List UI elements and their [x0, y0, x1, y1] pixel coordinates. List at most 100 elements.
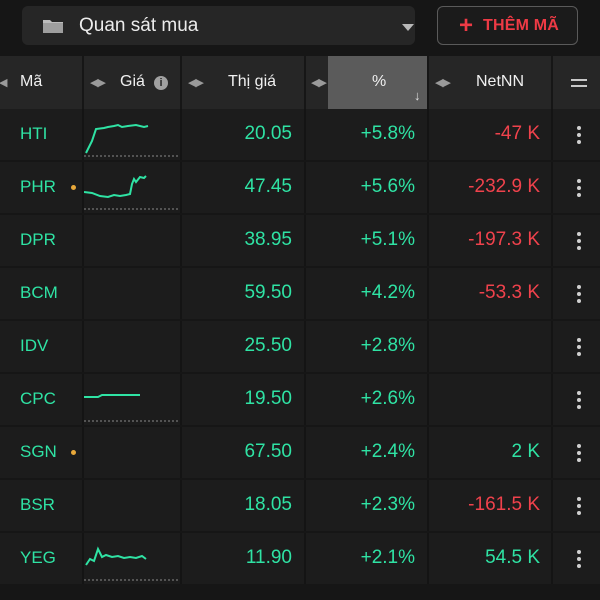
market-price-cell: 67.50	[244, 441, 292, 462]
symbol-cell[interactable]: SGN	[20, 442, 57, 461]
percent-change-cell: +5.1%	[360, 229, 415, 250]
cell-divider	[180, 109, 182, 160]
net-foreign-cell: 2 K	[511, 441, 540, 462]
cell-divider	[82, 374, 84, 425]
market-price-cell: 25.50	[244, 335, 292, 356]
cell-divider	[304, 321, 306, 372]
cell-divider	[82, 480, 84, 531]
symbol-cell[interactable]: PHR	[20, 177, 56, 196]
symbol-cell[interactable]: YEG	[20, 548, 56, 567]
column-resize-icon[interactable]: ◀▶	[311, 77, 327, 89]
table-row[interactable]: BSR 18.05 +2.3% -161.5 K	[0, 480, 600, 531]
percent-change-cell: +5.8%	[360, 123, 415, 144]
more-options-icon[interactable]	[577, 444, 581, 465]
cell-divider	[551, 215, 553, 266]
column-resize-icon[interactable]: ◀▶	[435, 77, 451, 89]
symbol-cell[interactable]: HTI	[20, 124, 48, 143]
info-icon[interactable]: i	[154, 76, 168, 90]
cell-divider	[551, 374, 553, 425]
table-row[interactable]: YEG 11.90 +2.1% 54.5 K	[0, 533, 600, 584]
sparkline-chart	[84, 394, 180, 422]
more-options-icon[interactable]	[577, 126, 581, 147]
table-row[interactable]: SGN 67.50 +2.4% 2 K	[0, 427, 600, 478]
cell-divider	[427, 162, 429, 213]
market-price-cell: 11.90	[245, 547, 292, 568]
symbol-cell[interactable]: CPC	[20, 389, 56, 408]
percent-change-cell: +2.8%	[360, 335, 415, 356]
table-row[interactable]: BCM 59.50 +4.2% -53.3 K	[0, 268, 600, 319]
cell-divider	[551, 427, 553, 478]
net-foreign-cell: 54.5 K	[485, 547, 540, 568]
table-row[interactable]: HTI 20.05 +5.8% -47 K	[0, 109, 600, 160]
cell-divider	[180, 321, 182, 372]
sparkline-chart	[84, 175, 180, 210]
cell-divider	[180, 427, 182, 478]
column-divider	[427, 56, 429, 109]
cell-divider	[180, 162, 182, 213]
cell-divider	[304, 533, 306, 584]
sparkline-chart	[84, 123, 180, 157]
cell-divider	[551, 480, 553, 531]
net-foreign-cell: -161.5 K	[468, 494, 540, 515]
sparkline-chart	[84, 546, 180, 581]
column-divider	[82, 56, 84, 109]
market-price-cell: 18.05	[244, 494, 292, 515]
market-price-cell: 20.05	[244, 123, 292, 144]
column-resize-icon[interactable]: ◀	[0, 77, 8, 89]
symbol-cell[interactable]: BCM	[20, 283, 58, 302]
column-resize-icon[interactable]: ◀▶	[90, 77, 106, 89]
table-row[interactable]: IDV 25.50 +2.8%	[0, 321, 600, 372]
watchlist-dropdown[interactable]: Quan sát mua	[22, 6, 415, 45]
cell-divider	[551, 321, 553, 372]
indicator-dot-icon	[71, 450, 76, 455]
table-header: ◀ Mã ◀▶ Giá i ◀▶ Thị giá ◀▶ ◀▶ NetNN	[0, 56, 600, 109]
cell-divider	[304, 480, 306, 531]
cell-divider	[551, 533, 553, 584]
plus-icon: +	[459, 12, 474, 39]
cell-divider	[82, 533, 84, 584]
more-options-icon[interactable]	[577, 285, 581, 306]
column-menu-icon[interactable]	[571, 79, 587, 91]
caret-down-icon	[402, 24, 414, 31]
cell-divider	[180, 215, 182, 266]
table-row[interactable]: DPR 38.95 +5.1% -197.3 K	[0, 215, 600, 266]
table-row[interactable]: PHR 47.45 +5.6% -232.9 K	[0, 162, 600, 213]
cell-divider	[304, 109, 306, 160]
cell-divider	[82, 321, 84, 372]
column-resize-icon[interactable]: ◀▶	[188, 77, 204, 89]
more-options-icon[interactable]	[577, 179, 581, 200]
percent-change-cell: +4.2%	[360, 282, 415, 303]
symbol-cell[interactable]: IDV	[20, 336, 49, 355]
column-header-net-foreign[interactable]: NetNN	[476, 73, 525, 90]
symbol-cell[interactable]: DPR	[20, 230, 56, 249]
more-options-icon[interactable]	[577, 497, 581, 518]
cell-divider	[427, 480, 429, 531]
top-bar: Quan sát mua + THÊM MÃ	[0, 0, 600, 56]
percent-change-cell: +2.3%	[360, 494, 415, 515]
table-row[interactable]: CPC 19.50 +2.6%	[0, 374, 600, 425]
net-foreign-cell: -197.3 K	[468, 229, 540, 250]
column-header-percent-sorted[interactable]: % ↓	[328, 56, 427, 109]
cell-divider	[427, 215, 429, 266]
more-options-icon[interactable]	[577, 232, 581, 253]
cell-divider	[82, 215, 84, 266]
column-header-symbol[interactable]: Mã	[20, 73, 43, 90]
percent-change-cell: +2.6%	[360, 388, 415, 409]
percent-change-cell: +2.4%	[360, 441, 415, 462]
net-foreign-cell: -232.9 K	[468, 176, 540, 197]
cell-divider	[427, 268, 429, 319]
net-foreign-cell: -53.3 K	[478, 282, 540, 303]
add-symbol-button[interactable]: + THÊM MÃ	[437, 6, 578, 45]
column-header-price[interactable]: Giá	[120, 73, 145, 90]
more-options-icon[interactable]	[577, 550, 581, 571]
more-options-icon[interactable]	[577, 391, 581, 412]
market-price-cell: 38.95	[244, 229, 292, 250]
cell-divider	[427, 533, 429, 584]
cell-divider	[427, 109, 429, 160]
column-header-market-price[interactable]: Thị giá	[228, 73, 277, 90]
cell-divider	[427, 321, 429, 372]
symbol-cell[interactable]: BSR	[20, 495, 55, 514]
market-price-cell: 19.50	[244, 388, 292, 409]
more-options-icon[interactable]	[577, 338, 581, 359]
cell-divider	[82, 109, 84, 160]
